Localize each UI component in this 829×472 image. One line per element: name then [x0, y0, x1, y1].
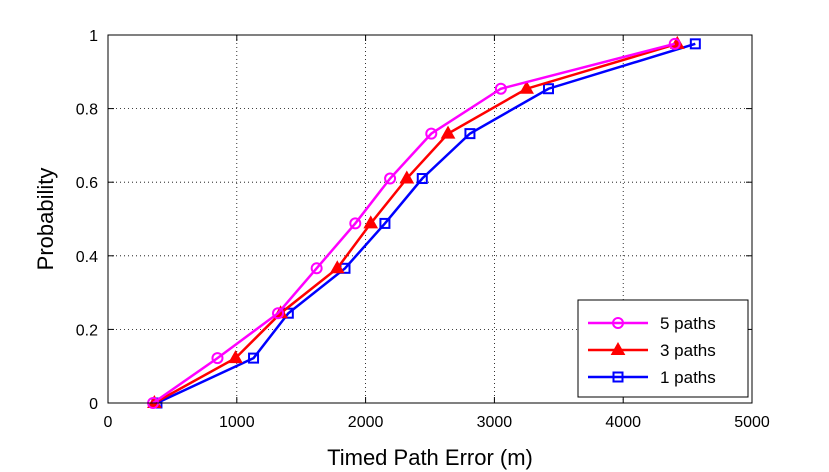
y-tick-label: 0.8: [76, 102, 98, 119]
data-point-1-paths: [542, 83, 554, 95]
data-point-5-paths: [384, 172, 397, 185]
plot-frame: [107, 34, 753, 404]
data-point-5-paths: [668, 37, 681, 50]
legend-marker-3-paths: [610, 341, 626, 355]
series-1-paths: [151, 38, 701, 409]
data-point-3-paths: [363, 215, 379, 229]
data-point-3-paths: [228, 350, 243, 364]
y-tick-label: 0.2: [76, 322, 98, 339]
y-tick-label: 0: [89, 396, 98, 413]
data-point-5-paths: [211, 352, 224, 365]
tick-labels: 0 1000 2000 3000 4000 5000 0 0.2 0.4 0.6 0.8 1: [76, 28, 770, 431]
x-tick-label: 1000: [219, 414, 255, 431]
data-point-1-paths: [416, 173, 428, 185]
data-point-5-paths: [272, 307, 285, 320]
data-point-3-paths: [440, 125, 456, 139]
x-tick-label: 4000: [605, 414, 641, 431]
data-point-3-paths: [519, 80, 534, 94]
data-point-1-paths: [689, 38, 701, 50]
legend-label-5-paths: 5 paths: [660, 314, 716, 333]
data-point-5-paths: [494, 82, 507, 95]
legend-label-1-paths: 1 paths: [660, 368, 716, 387]
axis-ticks: [107, 34, 753, 404]
series-5-paths: [147, 37, 681, 409]
y-tick-label: 1: [89, 28, 98, 45]
data-point-1-paths: [379, 217, 391, 229]
x-tick-label: 0: [104, 414, 113, 431]
data-point-5-paths: [425, 127, 438, 140]
legend-label-3-paths: 3 paths: [660, 341, 716, 360]
legend-box: [577, 299, 749, 398]
data-point-1-paths: [248, 352, 260, 364]
series-layer: [147, 35, 701, 409]
y-tick-label: 0.6: [76, 175, 98, 192]
series-line-1-paths: [156, 42, 696, 405]
data-point-5-paths: [349, 217, 362, 230]
data-point-3-paths: [329, 260, 345, 274]
x-tick-label: 2000: [348, 414, 384, 431]
x-axis-label: Timed Path Error (m): [327, 445, 533, 470]
series-line-5-paths: [152, 42, 676, 405]
x-tick-label: 3000: [477, 414, 513, 431]
legend-marker-5-paths: [612, 317, 624, 329]
legend-marker-1-paths: [612, 371, 624, 383]
legend: 5 paths 3 paths 1 paths: [577, 299, 749, 398]
y-axis-label: Probability: [33, 168, 58, 271]
data-point-1-paths: [464, 128, 476, 140]
data-point-5-paths: [310, 262, 323, 275]
x-tick-label: 5000: [734, 414, 770, 431]
y-tick-label: 0.4: [76, 249, 98, 266]
data-point-3-paths: [399, 170, 415, 184]
